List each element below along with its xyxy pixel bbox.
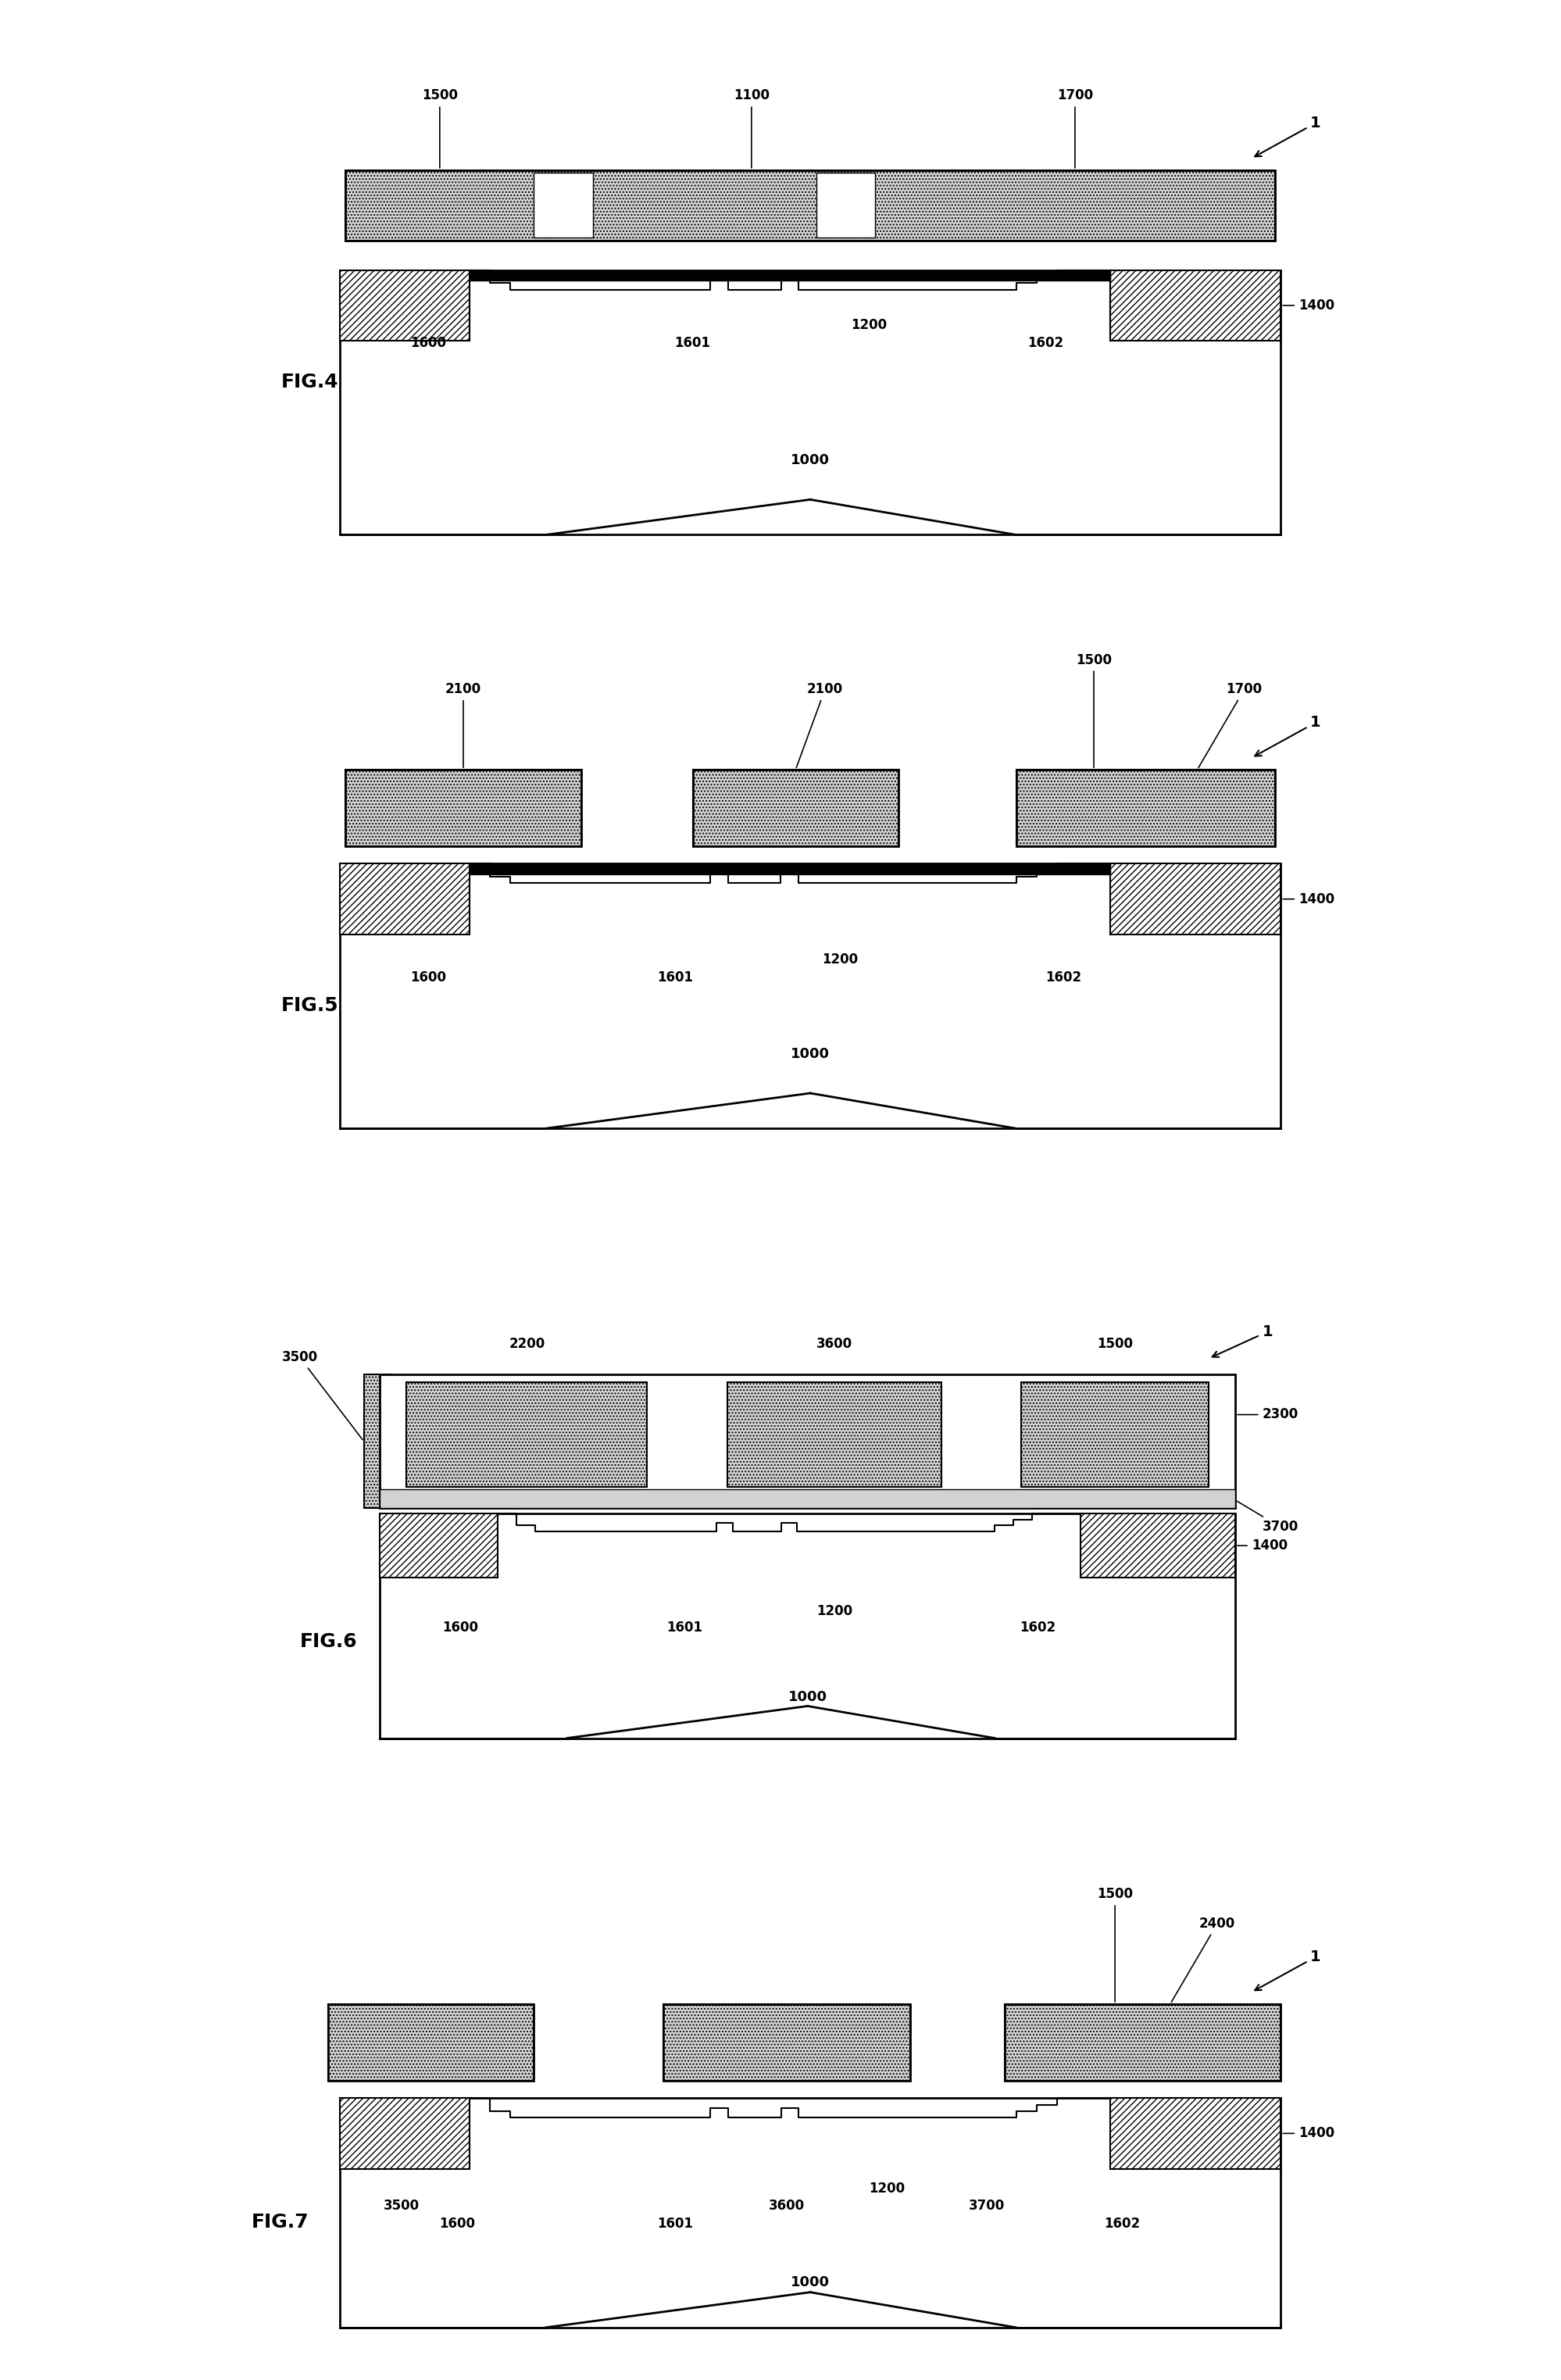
Text: 1400: 1400	[1236, 1537, 1286, 1552]
Text: FIG.7: FIG.7	[251, 2213, 309, 2232]
Bar	[468, 864, 1110, 873]
Text: 1000: 1000	[790, 2275, 829, 2290]
Text: 1601: 1601	[657, 2216, 693, 2230]
Text: 1100: 1100	[734, 88, 770, 169]
Bar	[1080, 1514, 1235, 1578]
Text: 1600: 1600	[411, 971, 446, 985]
Text: 1: 1	[1255, 714, 1321, 757]
Bar	[328, 2004, 534, 2080]
Bar	[345, 169, 1274, 240]
Text: 1000: 1000	[788, 1690, 827, 1704]
Text: 1000: 1000	[790, 452, 829, 466]
Bar	[345, 169, 1274, 240]
Text: FIG.6: FIG.6	[300, 1633, 357, 1652]
Text: 1600: 1600	[411, 336, 446, 350]
Bar	[340, 2099, 1280, 2328]
Text: 1500: 1500	[1096, 1338, 1132, 1352]
Bar	[406, 1383, 646, 1488]
Text: 1700: 1700	[1197, 683, 1261, 769]
Text: 2300: 2300	[1236, 1407, 1297, 1421]
Text: 3500: 3500	[384, 2199, 420, 2213]
Text: 1200: 1200	[821, 952, 857, 966]
Bar	[663, 2004, 910, 2080]
Bar	[328, 2004, 534, 2080]
Text: 2100: 2100	[445, 683, 481, 766]
Bar	[1021, 1383, 1208, 1488]
Text: 1601: 1601	[674, 336, 710, 350]
Bar	[727, 1383, 941, 1488]
Text: 1602: 1602	[1104, 2216, 1140, 2230]
Text: 1500: 1500	[1076, 652, 1111, 766]
Bar	[379, 1490, 1235, 1509]
Text: 1602: 1602	[1027, 336, 1063, 350]
Bar	[1004, 2004, 1280, 2080]
Text: 1600: 1600	[442, 1621, 478, 1635]
Bar	[534, 174, 592, 238]
Text: 1600: 1600	[439, 2216, 475, 2230]
Bar	[379, 1514, 498, 1578]
Text: 1602: 1602	[1019, 1621, 1055, 1635]
Bar	[1110, 864, 1280, 935]
Bar	[340, 2099, 468, 2168]
Text: 1000: 1000	[790, 1047, 829, 1061]
Text: 2400: 2400	[1171, 1916, 1235, 2002]
Bar	[340, 864, 1280, 1128]
Text: 1: 1	[1255, 117, 1321, 157]
Bar	[816, 174, 874, 238]
Text: 1400: 1400	[1282, 298, 1333, 312]
Text: 1: 1	[1255, 1949, 1321, 1990]
Text: 1500: 1500	[1096, 1887, 1132, 2002]
Bar	[663, 2004, 910, 2080]
Bar	[693, 769, 898, 847]
Bar	[345, 769, 581, 847]
Text: 3600: 3600	[816, 1338, 852, 1352]
Bar	[379, 1376, 1235, 1509]
Bar	[340, 864, 468, 935]
Text: 1200: 1200	[868, 2182, 904, 2194]
Text: 1500: 1500	[421, 88, 457, 169]
Text: 2100: 2100	[796, 683, 843, 769]
Text: 2200: 2200	[509, 1338, 545, 1352]
Bar	[379, 1514, 1235, 1737]
Bar	[1004, 2004, 1280, 2080]
Bar	[1110, 269, 1280, 340]
Text: 1601: 1601	[657, 971, 693, 985]
Text: 1400: 1400	[1282, 2125, 1333, 2140]
Bar	[364, 1376, 390, 1509]
Bar	[1016, 769, 1274, 847]
Text: 3700: 3700	[1236, 1502, 1297, 1535]
Text: FIG.5: FIG.5	[281, 995, 339, 1014]
Bar	[468, 269, 1110, 281]
Bar	[1016, 769, 1274, 847]
Bar	[340, 269, 468, 340]
Text: 1602: 1602	[1044, 971, 1080, 985]
Bar	[1110, 2099, 1280, 2168]
Bar	[693, 769, 898, 847]
Text: 1200: 1200	[816, 1604, 852, 1618]
Bar	[340, 269, 1280, 536]
Text: 3600: 3600	[768, 2199, 804, 2213]
Text: 1400: 1400	[1282, 892, 1333, 907]
Text: 1700: 1700	[1057, 88, 1093, 169]
Text: 1: 1	[1211, 1323, 1272, 1357]
Text: FIG.4: FIG.4	[281, 374, 339, 393]
Text: 3500: 3500	[281, 1349, 362, 1440]
Text: 1200: 1200	[851, 319, 887, 333]
Text: 1601: 1601	[667, 1621, 702, 1635]
Bar	[345, 769, 581, 847]
Text: 3700: 3700	[968, 2199, 1004, 2213]
